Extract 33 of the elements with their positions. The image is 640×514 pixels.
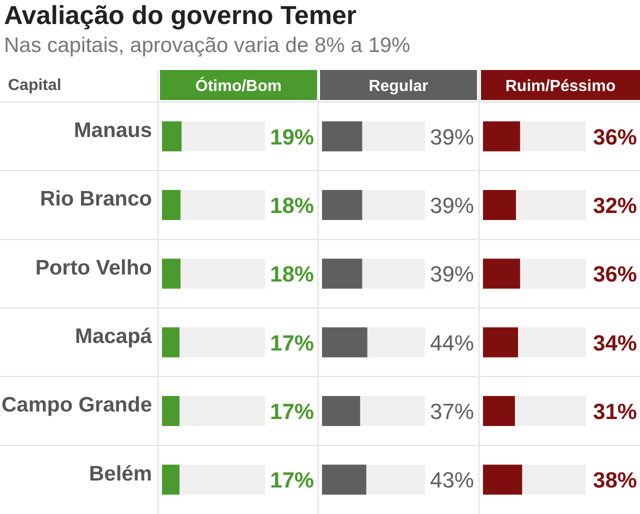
data-label: 39% — [430, 262, 474, 287]
chart-title: Ótimo/Bom — [195, 76, 282, 95]
data-label: 17% — [270, 468, 314, 493]
data-label: 19% — [270, 124, 314, 150]
data-label: 43% — [430, 468, 474, 493]
data-label: 18% — [270, 193, 314, 218]
text: Avaliação do governo Temer — [4, 0, 357, 30]
data-label: 18% — [270, 262, 314, 287]
text: Nas capitais, aprovação varia de 8% a 19% — [4, 34, 410, 57]
chart-title: Ruim/Péssimo — [505, 78, 616, 95]
data-label: 17% — [270, 330, 314, 356]
data-label: 36% — [592, 124, 637, 150]
header-banner: Ruim/Péssimo — [481, 70, 640, 100]
y-tick-label: Macapá — [74, 325, 152, 348]
data-label: 39% — [430, 193, 474, 218]
y-tick-label: Porto Velho — [35, 256, 152, 280]
header-banner: Regular — [320, 70, 477, 100]
y-tick-label: Manaus — [74, 119, 152, 142]
chart-title: Regular — [368, 78, 428, 95]
data-label: 31% — [592, 399, 637, 424]
data-label: 34% — [592, 330, 637, 356]
y-tick-label: Rio Branco — [40, 188, 152, 211]
y-tick-label: Campo Grande — [1, 394, 152, 417]
data-label: 39% — [430, 124, 474, 150]
data-label: 44% — [430, 330, 474, 356]
data-label: 32% — [592, 193, 637, 218]
header-banner: Ótimo/Bom — [160, 70, 317, 100]
data-label: 36% — [592, 262, 637, 287]
y-axis-title: Capital — [8, 77, 62, 94]
data-label: 17% — [270, 399, 314, 424]
data-label: 37% — [430, 399, 474, 424]
y-tick-label: Belém — [88, 462, 152, 486]
data-label: 38% — [592, 468, 637, 493]
